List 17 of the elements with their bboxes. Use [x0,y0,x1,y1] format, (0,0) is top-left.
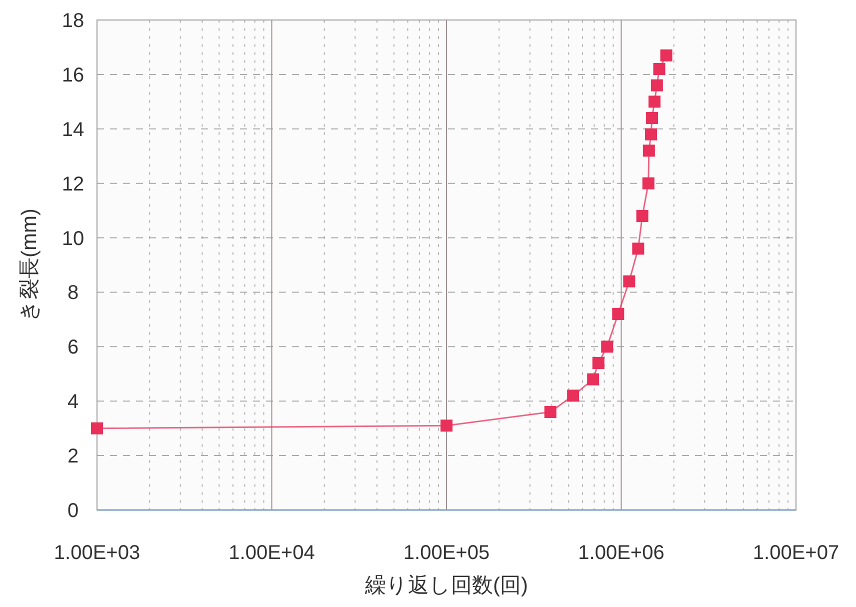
x-tick-label: 1.00E+03 [54,542,140,564]
y-tick-label: 18 [62,10,84,32]
y-axis-title: き裂長(mm) [18,208,41,322]
y-tick-label: 2 [67,446,79,468]
x-tick-label: 1.00E+04 [228,542,315,564]
y-tick-label: 4 [67,391,79,414]
y-tick-label: 6 [67,336,79,359]
x-tick-label: 1.00E+07 [752,542,840,564]
y-tick-label: 14 [62,118,84,141]
x-axis-title: 繰り返し回数(回) [364,574,528,597]
y-tick-label: 0 [67,500,79,522]
y-tick-label: 16 [62,64,84,86]
x-tick-label: 1.00E+05 [403,542,490,564]
y-tick-label: 12 [62,173,84,196]
x-tick-label: 1.00E+06 [578,542,664,564]
y-tick-label: 10 [62,228,84,250]
y-tick-label: 8 [67,282,79,304]
